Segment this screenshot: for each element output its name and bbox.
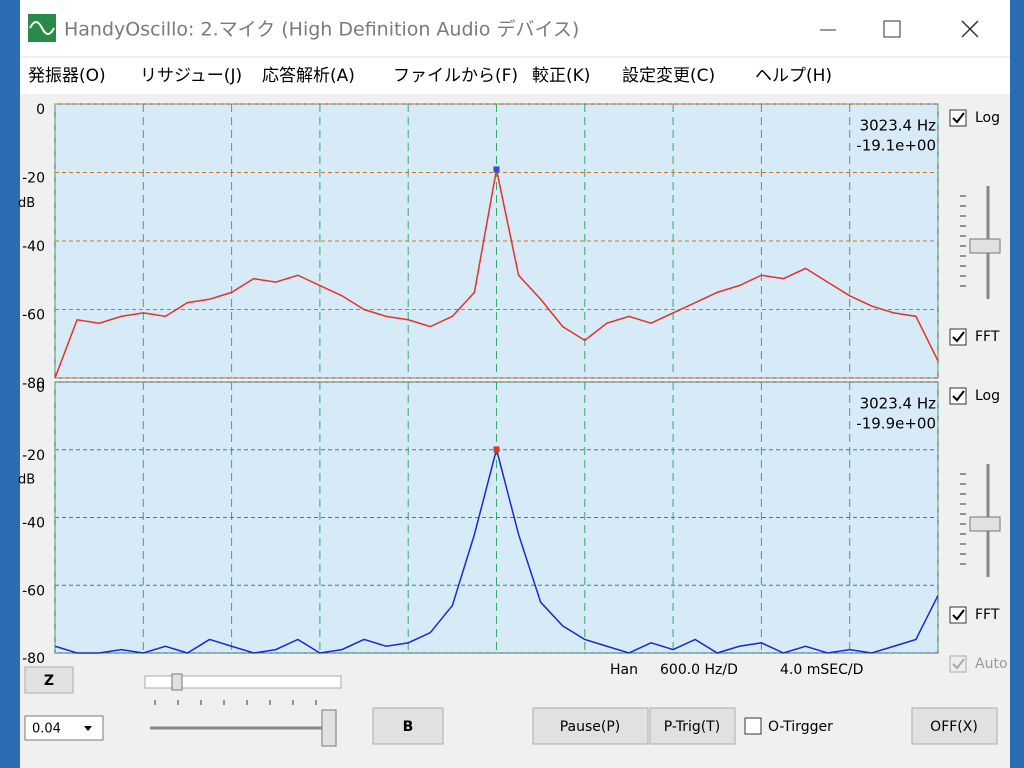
off-button-label: OFF(X) [930, 719, 978, 735]
menu-item[interactable]: リサジュー(J) [140, 66, 242, 86]
peak-annotation: 3023.4 Hz [860, 117, 937, 135]
freq-div: 600.0 Hz/D [660, 662, 738, 678]
charts: 0 -20 -40 -60 -80 dB 3023.4 Hz -19.1e+00 0 -20 -40… [18, 102, 939, 667]
y-tick-label: -40 [22, 516, 45, 532]
check-mark [952, 609, 965, 621]
checkbox[interactable] [949, 328, 967, 346]
y-tick-label: -20 [22, 171, 45, 187]
ptrig-button[interactable] [649, 707, 736, 745]
maximize-button[interactable] [883, 20, 901, 38]
checkbox-label: Log [975, 388, 1000, 404]
z-button-label: Z [44, 673, 54, 689]
y-tick-label: -80 [22, 376, 45, 392]
checkbox[interactable] [949, 387, 967, 405]
y-tick-label: -40 [22, 239, 45, 255]
otrigger-checkbox[interactable] [744, 717, 762, 735]
y-tick-label: -60 [22, 308, 45, 324]
dropdown-arrow [84, 726, 92, 731]
y-axis-label: dB [18, 473, 35, 488]
y-axis-label: dB [18, 196, 35, 211]
side-panels: Log FFT Log FFT Auto [949, 109, 1008, 673]
menu-item[interactable]: ヘルプ(H) [755, 66, 832, 86]
y-tick-label: -80 [22, 651, 45, 667]
menu: 発振器(O) リサジュー(J) 応答解析(A) ファイルから(F) 較正(K) 設定変更(… [28, 66, 832, 86]
close-button[interactable] [961, 20, 979, 38]
off-button[interactable] [911, 707, 998, 745]
check-mark [952, 112, 965, 124]
v-slider-thumb[interactable] [969, 516, 1001, 532]
z-button[interactable] [24, 666, 74, 694]
time-div: 4.0 mSEC/D [780, 662, 863, 678]
y-tick-label: 0 [36, 102, 45, 118]
peak-marker [493, 446, 500, 453]
h-slider-thumb[interactable] [321, 709, 337, 747]
h-slider-top[interactable] [144, 675, 342, 689]
menu-item[interactable]: 発振器(O) [28, 66, 106, 86]
slider-ticks [154, 700, 317, 705]
title-bar [20, 0, 1010, 56]
peak-annotation: -19.1e+00 [856, 137, 936, 155]
otrigger-label: O-Tirgger [768, 719, 833, 735]
peak-marker [493, 166, 500, 173]
desktop [0, 0, 22, 768]
window-fn: Han [610, 662, 638, 678]
check-mark [952, 331, 965, 343]
h-slider-thumb[interactable] [171, 673, 183, 691]
menu-item[interactable]: ファイルから(F) [393, 66, 518, 86]
checkbox-label: Auto [975, 656, 1008, 672]
checkbox[interactable] [949, 109, 967, 127]
check-mark [952, 658, 965, 670]
zoom-select-value: 0.04 [32, 722, 61, 737]
checkbox-label: FFT [975, 329, 1000, 345]
menu-item[interactable]: 設定変更(C) [622, 66, 715, 86]
checkbox-label: Log [975, 110, 1000, 126]
b-button-label: B [403, 719, 414, 735]
y-tick-label: 0 [36, 380, 45, 396]
y-tick-label: -60 [22, 583, 45, 599]
pause-button-label: Pause(P) [560, 719, 621, 735]
v-slider-thumb[interactable] [969, 238, 1001, 254]
y-tick-label: -20 [22, 448, 45, 464]
checkbox[interactable] [949, 655, 967, 673]
ptrig-button-label: P-Trig(T) [664, 719, 720, 735]
check-mark [952, 390, 965, 402]
checkbox[interactable] [949, 606, 967, 624]
pause-button[interactable] [532, 707, 649, 745]
peak-annotation: 3023.4 Hz [860, 395, 937, 413]
checkbox-label: FFT [975, 607, 1000, 623]
menu-bar [20, 58, 1010, 94]
app-icon-wave [29, 21, 55, 35]
window-title: HandyOscillo: 2.マイク (High Definition Aud… [64, 19, 579, 41]
menu-item[interactable]: 較正(K) [532, 66, 590, 86]
peak-annotation: -19.9e+00 [856, 415, 936, 433]
menu-item[interactable]: 応答解析(A) [262, 66, 355, 86]
b-button[interactable] [372, 707, 444, 745]
